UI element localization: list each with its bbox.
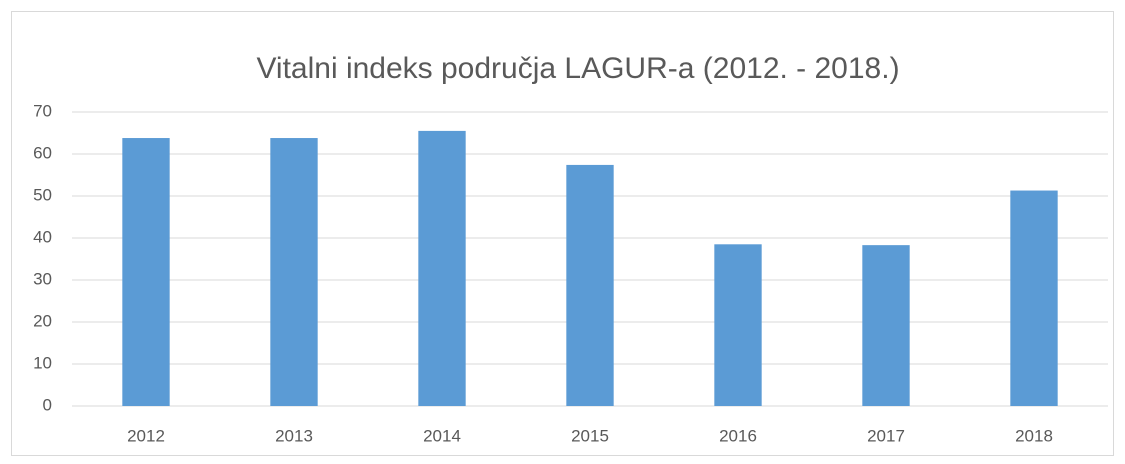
bar <box>566 164 614 406</box>
y-tick-label: 10 <box>33 353 52 372</box>
y-tick-label: 60 <box>33 143 52 162</box>
x-tick-label: 2014 <box>423 426 461 445</box>
y-tick-label: 0 <box>43 395 52 414</box>
chart-title: Vitalni indeks područja LAGUR-a (2012. -… <box>256 52 899 85</box>
bar <box>714 244 762 406</box>
x-tick-label: 2018 <box>1015 426 1053 445</box>
x-tick-label: 2012 <box>127 426 165 445</box>
chart-border <box>11 11 1114 456</box>
y-tick-label: 20 <box>33 311 52 330</box>
y-tick-label: 50 <box>33 185 52 204</box>
x-tick-label: 2017 <box>867 426 905 445</box>
bar <box>122 138 170 407</box>
x-tick-label: 2016 <box>719 426 757 445</box>
bar <box>1010 190 1058 406</box>
y-tick-label: 30 <box>33 269 52 288</box>
y-tick-label: 70 <box>33 101 52 120</box>
bar <box>862 245 910 406</box>
y-tick-label: 40 <box>33 227 52 246</box>
bar <box>270 138 318 407</box>
bar <box>418 130 466 406</box>
x-tick-label: 2013 <box>275 426 313 445</box>
x-tick-label: 2015 <box>571 426 609 445</box>
